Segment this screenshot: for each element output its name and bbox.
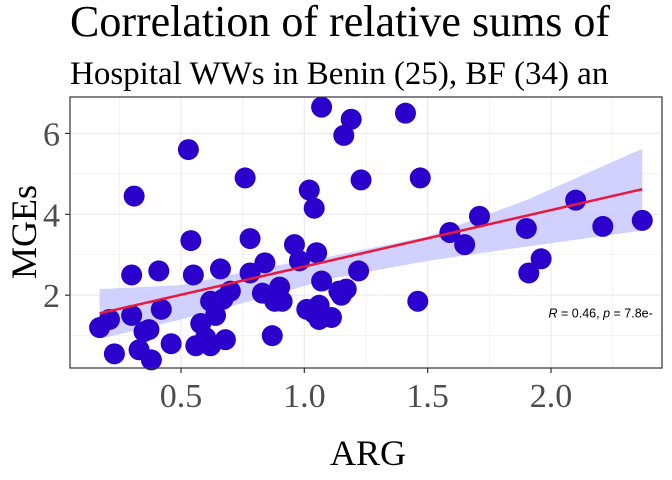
data-point	[140, 349, 162, 371]
data-point	[254, 252, 276, 274]
data-point	[271, 290, 293, 312]
data-point	[409, 167, 431, 189]
data-point	[407, 290, 429, 312]
data-point	[298, 179, 320, 201]
data-point	[150, 298, 172, 320]
plot-border	[69, 96, 663, 369]
data-point	[205, 304, 227, 326]
data-point	[98, 308, 120, 330]
x-tick-label: 1.0	[283, 378, 326, 415]
y-tick-label: 2	[43, 278, 60, 315]
data-point	[182, 264, 204, 286]
y-tick-label: 4	[43, 197, 60, 234]
data-point	[340, 108, 362, 130]
data-point	[631, 209, 653, 231]
regression-line	[99, 188, 643, 315]
data-point	[123, 185, 145, 207]
data-point	[303, 197, 325, 219]
data-point	[121, 304, 143, 326]
x-tick-label: 0.5	[160, 378, 203, 415]
data-point	[177, 139, 199, 161]
data-point	[565, 189, 587, 211]
y-tick-label: 6	[43, 116, 60, 153]
data-point	[121, 264, 143, 286]
data-point	[333, 124, 355, 146]
data-point	[454, 234, 476, 256]
chart-subtitle: Hospital WWs in Benin (25), BF (34) an	[70, 56, 608, 92]
data-point	[160, 333, 182, 355]
data-point	[394, 102, 416, 124]
data-point	[214, 329, 236, 351]
data-point	[306, 242, 328, 264]
data-point	[180, 230, 202, 252]
data-point	[515, 217, 537, 239]
data-point	[518, 262, 540, 284]
data-point	[311, 270, 333, 292]
data-point	[261, 325, 283, 347]
x-axis-label: ARG	[330, 433, 406, 473]
data-point	[234, 167, 256, 189]
data-point	[239, 228, 261, 250]
data-point	[283, 234, 305, 256]
data-point	[311, 96, 333, 118]
correlation-annotation: R = 0.46, p = 7.8e-	[549, 306, 653, 320]
data-point	[350, 169, 372, 191]
data-point	[138, 319, 160, 341]
data-point	[592, 215, 614, 237]
x-tick-label: 1.5	[406, 378, 449, 415]
y-axis-label: MGEs	[4, 185, 44, 279]
data-point	[348, 260, 370, 282]
data-point	[148, 260, 170, 282]
plot-panel: R = 0.46, p = 7.8e- 0.5 1.0 1.5 2.0 2 4 6	[43, 96, 663, 415]
data-point	[530, 248, 552, 270]
data-point	[335, 278, 357, 300]
x-tick-label: 2.0	[530, 378, 573, 415]
chart-title: Correlation of relative sums of	[70, 0, 610, 46]
data-point	[468, 205, 490, 227]
data-point	[209, 258, 231, 280]
data-point	[103, 343, 125, 365]
data-point	[320, 306, 342, 328]
